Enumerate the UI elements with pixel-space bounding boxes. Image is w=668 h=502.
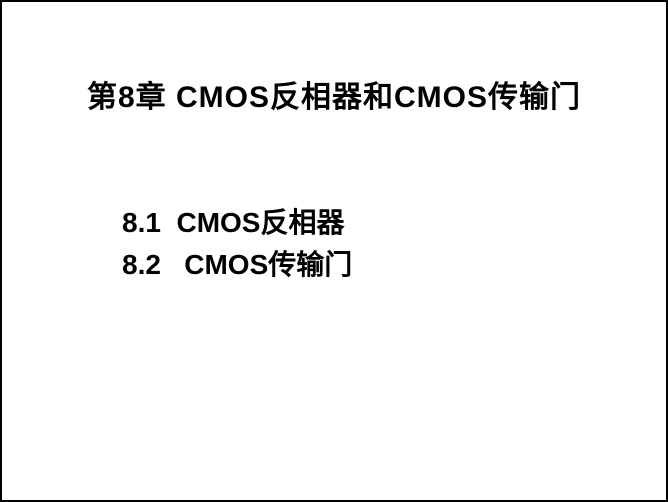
section-item: 8.2 CMOS传输门 bbox=[122, 244, 352, 286]
section-list: 8.1 CMOS反相器 8.2 CMOS传输门 bbox=[122, 202, 352, 286]
chapter-title: 第8章 CMOS反相器和CMOS传输门 bbox=[2, 72, 666, 116]
slide-container: 第8章 CMOS反相器和CMOS传输门 8.1 CMOS反相器 8.2 CMOS… bbox=[0, 0, 668, 502]
section-item: 8.1 CMOS反相器 bbox=[122, 202, 352, 244]
